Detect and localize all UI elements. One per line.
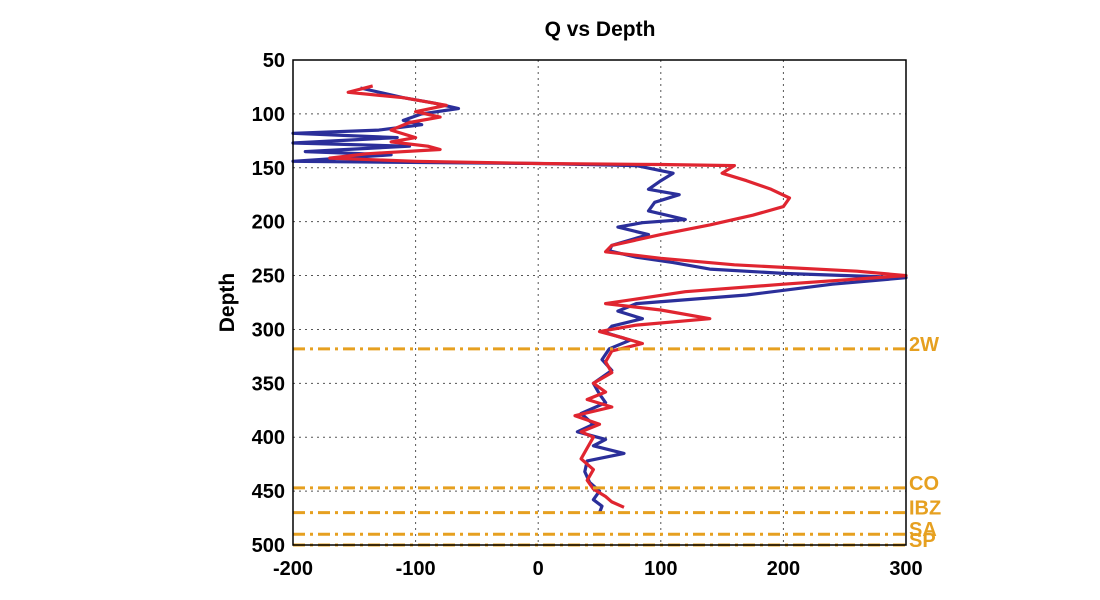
y-axis-label: Depth	[216, 273, 239, 333]
y-tick-label: 100	[252, 104, 285, 126]
x-tick-label: 100	[644, 558, 677, 580]
tick-labels: -200 -100 0 100 200 300 50 100 150 200 250 300 350 40…	[252, 50, 923, 580]
marker-label: CO	[909, 473, 939, 495]
grid	[293, 60, 906, 545]
y-tick-label: 350	[252, 373, 285, 395]
marker-label: SA	[909, 519, 937, 541]
y-tick-label: 50	[263, 50, 285, 72]
x-tick-label: -200	[273, 558, 313, 580]
series-line-2	[328, 84, 908, 509]
x-tick-label: 0	[533, 558, 544, 580]
y-tick-label: 300	[252, 319, 285, 341]
plot-frame	[292, 59, 907, 546]
series-line-1	[291, 86, 908, 514]
x-tick-label: 300	[889, 558, 922, 580]
series-layer	[291, 84, 908, 514]
y-tick-label: 450	[252, 481, 285, 503]
y-tick-label: 500	[252, 535, 285, 557]
x-tick-label: -100	[396, 558, 436, 580]
y-tick-label: 400	[252, 427, 285, 449]
marker-label: SP	[909, 530, 936, 552]
marker-label: IBZ	[909, 498, 941, 520]
x-tick-label: 200	[767, 558, 800, 580]
chart-title: Q vs Depth	[545, 18, 656, 41]
y-tick-label: 250	[252, 266, 285, 288]
marker-label: 2W	[909, 334, 939, 356]
y-tick-label: 200	[252, 212, 285, 234]
y-tick-label: 150	[252, 158, 285, 180]
